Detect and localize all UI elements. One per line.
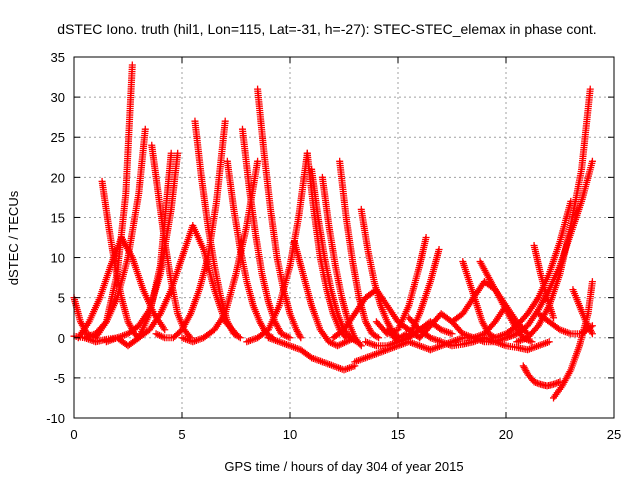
data-point — [128, 61, 136, 69]
series-8 — [152, 117, 229, 342]
x-tick-label: 10 — [283, 427, 297, 442]
data-point — [254, 157, 262, 165]
series-24 — [357, 205, 411, 342]
data-point — [448, 330, 456, 338]
data-point — [588, 278, 596, 286]
series-42 — [534, 310, 596, 338]
y-tick-label: 20 — [51, 170, 65, 185]
data-point — [545, 338, 553, 346]
data-point — [356, 340, 364, 348]
data-point — [297, 334, 305, 342]
series-21 — [318, 173, 365, 350]
x-axis-label: GPS time / hours of day 304 of year 2015 — [224, 459, 463, 474]
y-tick-label: 15 — [51, 210, 65, 225]
data-point — [588, 322, 596, 330]
series-1 — [70, 61, 136, 342]
data-point — [373, 333, 381, 341]
series-7 — [148, 141, 195, 342]
x-tick-label: 15 — [391, 427, 405, 442]
data-point — [161, 326, 169, 334]
data-point — [550, 314, 558, 322]
data-point — [286, 334, 294, 342]
data-point — [588, 157, 596, 165]
data-point — [167, 149, 175, 157]
chart-title: dSTEC Iono. truth (hil1, Lon=115, Lat=-3… — [57, 21, 596, 37]
grid — [74, 57, 614, 418]
y-axis: -10 -5 0 5 10 15 20 25 30 35 — [46, 50, 614, 426]
x-tick-label: 0 — [70, 427, 77, 442]
data-point — [221, 117, 229, 125]
y-tick-label: 10 — [51, 251, 65, 266]
series-29 — [416, 302, 510, 342]
plot-frame — [73, 56, 615, 419]
data-point — [174, 149, 182, 157]
data-point — [235, 333, 243, 341]
y-axis-label: dSTEC / TECUs — [6, 190, 21, 285]
x-tick-label: 20 — [499, 427, 513, 442]
data-point — [586, 85, 594, 93]
series-31 — [459, 258, 499, 342]
data-point — [422, 234, 430, 241]
data-marks — [70, 61, 596, 402]
y-tick-label: 5 — [58, 291, 65, 306]
series-10 — [191, 117, 244, 342]
y-tick-label: 25 — [51, 130, 65, 145]
y-tick-label: 30 — [51, 90, 65, 105]
data-point — [141, 125, 149, 133]
y-tick-label: 35 — [51, 50, 65, 65]
x-axis: 0 5 10 15 20 25 — [70, 57, 621, 442]
series-19 — [264, 334, 359, 374]
y-tick-label: -5 — [53, 371, 65, 386]
y-tick-label: 0 — [58, 331, 65, 346]
data-point — [587, 323, 595, 331]
data-point — [528, 338, 536, 346]
x-tick-label: 5 — [178, 427, 185, 442]
data-point — [236, 334, 244, 342]
series-38 — [519, 362, 564, 390]
data-point — [357, 342, 365, 350]
data-point — [435, 246, 443, 254]
data-point — [296, 332, 304, 340]
series-35 — [491, 197, 575, 342]
series-39 — [530, 242, 558, 322]
x-tick-label: 25 — [607, 427, 621, 442]
data-point — [588, 330, 596, 338]
series-25 — [372, 234, 430, 338]
series-13 — [238, 125, 294, 342]
y-tick-label: -10 — [46, 411, 65, 426]
series-20 — [336, 157, 383, 342]
data-point — [101, 319, 109, 327]
series-6 — [102, 149, 182, 346]
data-point — [375, 334, 383, 342]
series-18 — [308, 165, 361, 346]
